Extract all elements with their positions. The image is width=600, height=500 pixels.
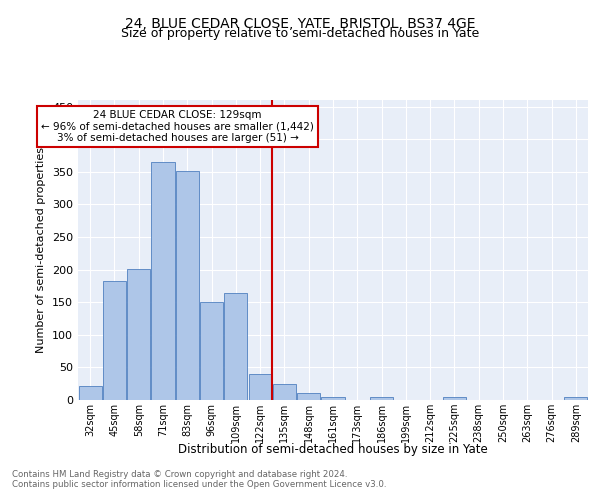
Bar [103,280,126,400]
Bar [443,396,466,400]
Bar [248,374,272,400]
Text: 24 BLUE CEDAR CLOSE: 129sqm
← 96% of semi-detached houses are smaller (1,442)
3%: 24 BLUE CEDAR CLOSE: 129sqm ← 96% of sem… [41,110,314,143]
Bar [79,386,101,400]
Bar [297,394,320,400]
Bar [200,302,223,400]
Bar [127,269,150,400]
Bar [565,396,587,400]
Bar [224,293,247,400]
Text: 24, BLUE CEDAR CLOSE, YATE, BRISTOL, BS37 4GE: 24, BLUE CEDAR CLOSE, YATE, BRISTOL, BS3… [125,18,475,32]
Bar [370,396,393,400]
Bar [151,162,175,400]
Bar [273,384,296,400]
Text: Contains HM Land Registry data © Crown copyright and database right 2024.
Contai: Contains HM Land Registry data © Crown c… [12,470,386,490]
Text: Distribution of semi-detached houses by size in Yate: Distribution of semi-detached houses by … [178,442,488,456]
Y-axis label: Number of semi-detached properties: Number of semi-detached properties [37,147,46,353]
Text: Size of property relative to semi-detached houses in Yate: Size of property relative to semi-detach… [121,28,479,40]
Bar [176,171,199,400]
Bar [322,396,344,400]
